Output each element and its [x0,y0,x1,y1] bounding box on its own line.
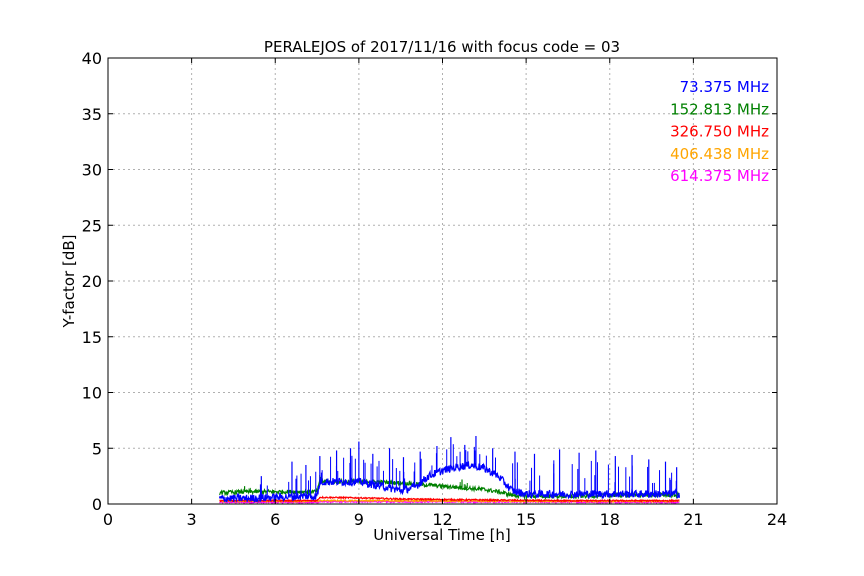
x-axis-label: Universal Time [h] [373,526,511,544]
y-tick-label: 10 [82,384,102,403]
legend-entry: 73.375 MHz [680,78,769,96]
legend: 73.375 MHz 152.813 MHz 326.750 MHz 406.438 … [670,78,769,185]
x-tick-label: 24 [767,510,787,529]
x-tick-label: 6 [270,510,280,529]
x-tick-label: 9 [354,510,364,529]
y-tick-label: 35 [82,105,102,124]
x-tick-label: 21 [683,510,703,529]
x-tick-label: 12 [432,510,452,529]
legend-entry: 152.813 MHz [670,100,769,118]
y-tick-label: 15 [82,328,102,347]
series-layer [218,435,680,505]
y-tick-label: 30 [82,161,102,180]
y-tick-label: 0 [92,495,102,514]
y-axis-label: Y-factor [dB] [60,234,78,328]
x-tick-label: 18 [600,510,620,529]
y-tick-label: 20 [82,272,102,291]
x-tick-label: 15 [516,510,536,529]
series-line [219,495,680,503]
x-tick-label: 3 [187,510,197,529]
axis-ticks: 0 3 6 9 12 15 18 21 24 0 5 10 15 20 25 30 35 40 [82,49,788,529]
grid-lines [108,58,777,504]
legend-entry: 326.750 MHz [670,123,769,141]
y-tick-label: 5 [92,439,102,458]
y-tick-label: 40 [82,49,102,68]
series-73-375-mhz [218,435,680,504]
legend-entry: 406.438 MHz [670,145,769,163]
chart-title: PERALEJOS of 2017/11/16 with focus code … [264,38,620,56]
y-tick-label: 25 [82,216,102,235]
series-line [218,461,680,504]
x-tick-label: 0 [103,510,113,529]
series-326-750-mhz [219,495,680,503]
legend-entry: 614.375 MHz [670,167,769,185]
